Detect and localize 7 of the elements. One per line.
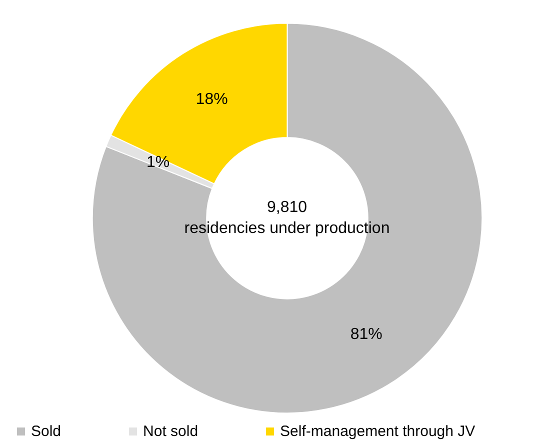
data-label: 81% [350,326,382,344]
legend-label: Sold [31,423,62,440]
legend-label: Self-management through JV [280,423,476,440]
data-label: 1% [146,154,170,171]
data-label: 18% [196,90,228,108]
text: 9,810 residencies under production [184,199,390,237]
legend-label: Not sold [143,423,198,440]
